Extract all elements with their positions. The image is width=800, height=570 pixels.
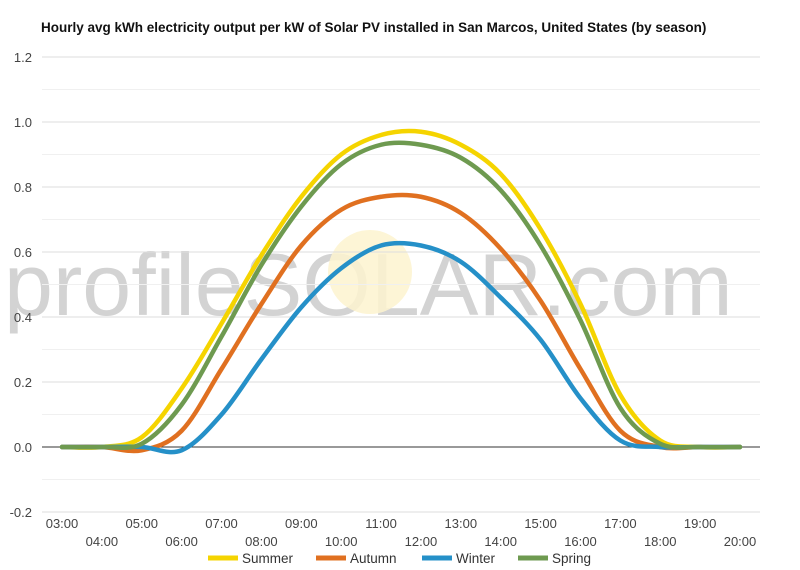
grid-layer (42, 56, 760, 513)
x-tick-label: 07:00 (205, 516, 238, 531)
x-tick-label: 13:00 (445, 516, 478, 531)
x-tick-label: 16:00 (564, 534, 597, 549)
x-tick-label: 08:00 (245, 534, 278, 549)
x-tick-label: 05:00 (125, 516, 158, 531)
y-tick-label: -0.2 (10, 505, 32, 520)
x-tick-label: 12:00 (405, 534, 438, 549)
y-tick-label: 1.0 (14, 115, 32, 130)
y-tick-label: 0.2 (14, 375, 32, 390)
x-tick-label: 14:00 (484, 534, 517, 549)
chart-title: Hourly avg kWh electricity output per kW… (41, 20, 707, 35)
y-tick-label: 0.6 (14, 245, 32, 260)
x-tick-label: 09:00 (285, 516, 318, 531)
watermark-sun-icon (328, 230, 412, 314)
y-tick-label: 0.4 (14, 310, 32, 325)
series-layer (59, 128, 743, 455)
legend-label-winter: Winter (456, 551, 496, 566)
x-tick-label: 04:00 (86, 534, 119, 549)
legend-label-summer: Summer (242, 551, 294, 566)
x-tick-label: 11:00 (365, 516, 397, 531)
y-tick-label: 0.0 (14, 440, 32, 455)
y-tick-label: 1.2 (14, 50, 32, 65)
series-line-autumn (59, 192, 743, 454)
x-tick-label: 03:00 (46, 516, 79, 531)
series-line-winter (59, 240, 743, 455)
x-tick-label: 20:00 (724, 534, 757, 549)
x-axis: 03:00 04:00 05:00 06:00 07:00 08:00 09:00 10:00… (46, 516, 757, 549)
legend: Summer Autumn Winter Spring (208, 551, 591, 566)
legend-label-autumn: Autumn (350, 551, 397, 566)
x-tick-label: 06:00 (165, 534, 198, 549)
x-tick-label: 10:00 (325, 534, 358, 549)
legend-label-spring: Spring (552, 551, 591, 566)
x-tick-label: 15:00 (524, 516, 557, 531)
x-tick-label: 18:00 (644, 534, 677, 549)
x-tick-label: 17:00 (604, 516, 637, 531)
y-tick-label: 0.8 (14, 180, 32, 195)
x-tick-label: 19:00 (684, 516, 717, 531)
series-line-spring (59, 140, 743, 451)
watermark-layer: profileSOLAR.com (4, 230, 733, 334)
y-axis: -0.2 0.0 0.2 0.4 0.6 0.8 1.0 1.2 (10, 50, 32, 520)
series-line-summer (59, 128, 743, 450)
